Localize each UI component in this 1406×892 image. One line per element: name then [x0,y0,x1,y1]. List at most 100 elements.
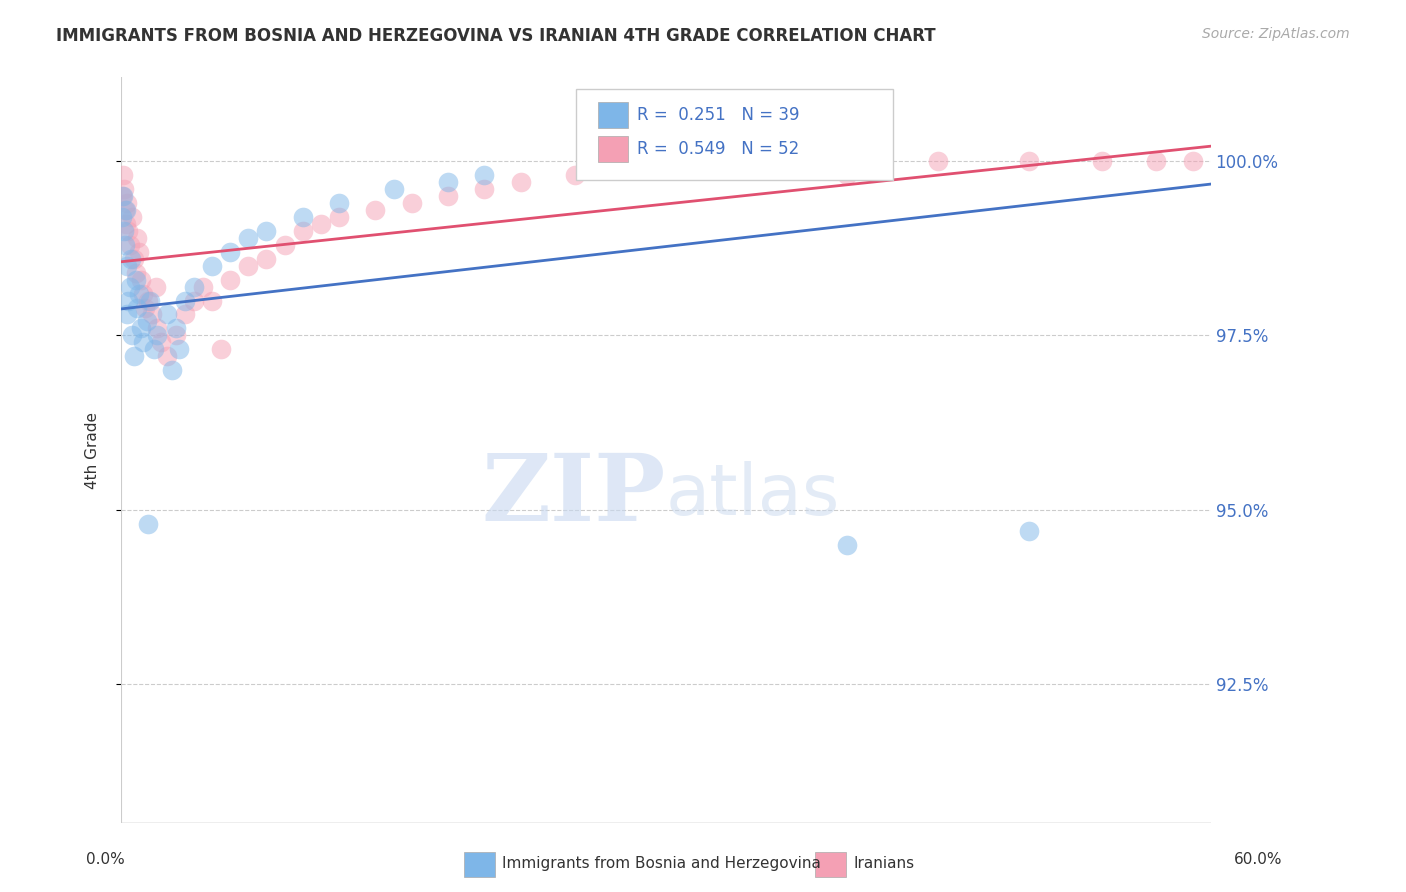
Point [655,154,678,169]
Point [564,168,586,182]
Point [120,237,142,252]
Point [121,328,143,343]
Point [927,154,949,169]
Point [219,244,242,259]
Point [382,182,405,196]
Point [138,516,160,531]
Point [121,210,143,224]
Point [201,293,224,308]
Point [114,217,136,231]
Point [254,252,277,266]
Point [238,231,260,245]
Point [254,224,277,238]
Point [165,321,187,335]
Text: Source: ZipAtlas.com: Source: ZipAtlas.com [1202,27,1350,41]
Text: R =  0.251   N = 39: R = 0.251 N = 39 [637,106,800,124]
Point [114,202,136,217]
Point [291,224,314,238]
Point [114,202,136,217]
Point [1018,154,1040,169]
Point [364,202,387,217]
Point [173,308,195,322]
Point [167,343,190,357]
Point [145,279,167,293]
Point [238,259,260,273]
Point [112,182,135,196]
Point [115,259,138,273]
Point [112,224,135,238]
Point [132,286,155,301]
Point [160,363,183,377]
Text: Immigrants from Bosnia and Herzegovina: Immigrants from Bosnia and Herzegovina [502,856,821,871]
Point [1144,154,1167,169]
Point [111,189,134,203]
Text: ZIP: ZIP [482,450,666,541]
Point [142,343,165,357]
Point [138,293,160,308]
Point [132,335,155,350]
Point [619,161,641,175]
Point [745,154,768,169]
Point [134,301,156,315]
Point [328,196,350,211]
Y-axis label: 4th Grade: 4th Grade [86,412,100,489]
Point [209,343,232,357]
Text: atlas: atlas [666,461,841,530]
Point [509,175,531,189]
Point [128,286,150,301]
Point [183,279,205,293]
Point [122,252,145,266]
Point [129,272,152,286]
Point [309,217,332,231]
Point [1091,154,1114,169]
Point [124,272,146,286]
Point [127,231,149,245]
Point [191,279,214,293]
Point [201,259,224,273]
Point [155,308,177,322]
Point [837,538,859,552]
Point [117,308,139,322]
Point [328,210,350,224]
Text: R =  0.549   N = 52: R = 0.549 N = 52 [637,140,799,158]
Point [122,349,145,363]
Point [135,314,157,328]
Point [111,168,134,182]
Point [141,308,163,322]
Text: 0.0%: 0.0% [86,852,125,867]
Point [117,293,139,308]
Point [117,224,139,238]
Point [146,328,169,343]
Point [111,189,134,203]
Point [472,182,495,196]
Point [1018,524,1040,538]
Point [800,154,823,169]
Point [129,321,152,335]
Point [120,252,142,266]
Point [472,168,495,182]
Text: IMMIGRANTS FROM BOSNIA AND HERZEGOVINA VS IRANIAN 4TH GRADE CORRELATION CHART: IMMIGRANTS FROM BOSNIA AND HERZEGOVINA V… [56,27,936,45]
Point [401,196,423,211]
Point [273,237,295,252]
Point [183,293,205,308]
Point [155,349,177,363]
Point [173,293,195,308]
Point [219,272,242,286]
Point [127,301,149,315]
Point [709,154,731,169]
Point [437,189,460,203]
Point [111,210,134,224]
Point [1181,154,1204,169]
Point [837,168,859,182]
Point [437,175,460,189]
Point [128,244,150,259]
Text: Iranians: Iranians [853,856,914,871]
Point [115,196,138,211]
Point [124,266,146,280]
Point [291,210,314,224]
Point [165,328,187,343]
Point [150,335,173,350]
Text: 60.0%: 60.0% [1234,852,1282,867]
Point [146,321,169,335]
Point [139,293,162,308]
